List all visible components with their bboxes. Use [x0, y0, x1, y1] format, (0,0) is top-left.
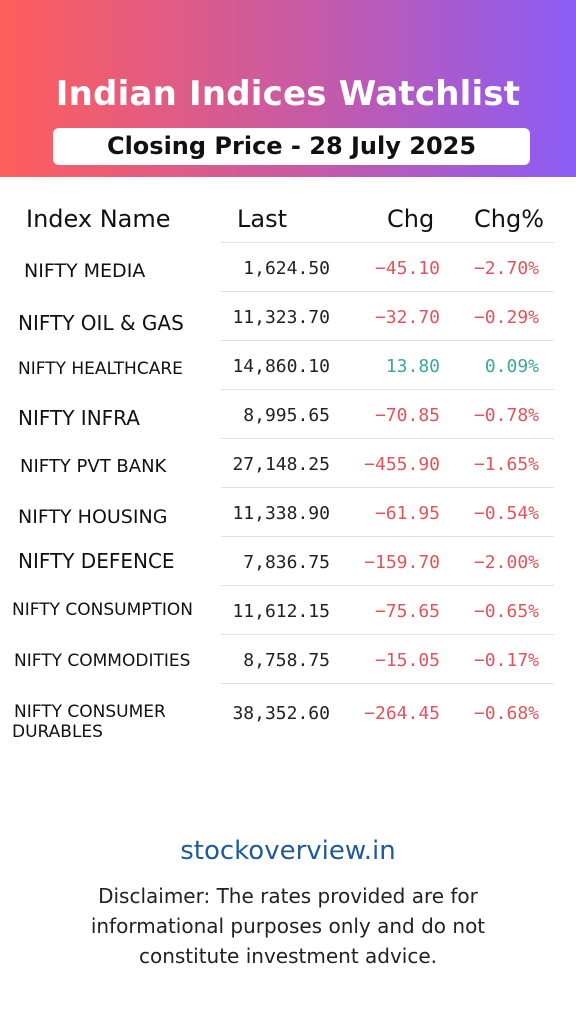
change-value: −455.90 [364, 454, 440, 475]
last-price: 11,338.90 [232, 503, 330, 524]
change-value: −264.45 [364, 703, 440, 724]
change-percent: −0.65% [473, 601, 539, 622]
table-row: NIFTY OIL & GAS 11,323.70 −32.70 −0.29% [0, 292, 576, 341]
change-value: −15.05 [374, 650, 440, 671]
column-header-chg-pct: Chg% [474, 205, 545, 233]
last-price: 11,612.15 [232, 601, 330, 622]
index-name: NIFTY INFRA [18, 406, 140, 430]
column-header-chg: Chg [387, 205, 435, 233]
index-name: NIFTY HOUSING [18, 506, 168, 528]
row-divider [221, 683, 554, 684]
row-divider [221, 634, 554, 635]
last-price: 27,148.25 [232, 454, 330, 475]
index-name: NIFTY OIL & GAS [18, 311, 184, 335]
change-value: −32.70 [374, 307, 440, 328]
page-subtitle: Closing Price - 28 July 2025 [106, 132, 477, 160]
change-percent: −1.65% [473, 454, 539, 475]
change-value: −45.10 [374, 258, 440, 279]
row-divider [221, 536, 554, 537]
row-divider [221, 291, 554, 292]
column-header-index-name: Index Name [26, 205, 171, 233]
change-percent: −0.17% [473, 650, 539, 671]
page-title: Indian Indices Watchlist [55, 74, 521, 114]
index-name: NIFTY HEALTHCARE [18, 359, 183, 379]
table-row: NIFTY INFRA 8,995.65 −70.85 −0.78% [0, 390, 576, 439]
change-percent: −2.70% [473, 258, 539, 279]
last-price: 8,758.75 [243, 650, 330, 671]
disclaimer-line: constitute investment advice. [138, 944, 438, 968]
index-name: NIFTY COMMODITIES [14, 651, 191, 671]
disclaimer: Disclaimer: The rates provided are for i… [40, 881, 536, 971]
disclaimer-line: Disclaimer: The rates provided are for [98, 884, 478, 908]
last-price: 8,995.65 [243, 405, 330, 426]
last-price: 11,323.70 [232, 307, 330, 328]
change-percent: −0.54% [473, 503, 539, 524]
index-name: NIFTY MEDIA [24, 260, 146, 282]
index-name: NIFTY CONSUMPTION [12, 600, 193, 620]
website-link[interactable]: stockoverview.in [180, 836, 396, 866]
index-name: NIFTY PVT BANK [20, 456, 167, 477]
last-price: 14,860.10 [232, 356, 330, 377]
row-divider [221, 438, 554, 439]
last-price: 7,836.75 [243, 552, 330, 573]
index-name-line-1: NIFTY CONSUMER [14, 702, 166, 722]
table-row: NIFTY DEFENCE 7,836.75 −159.70 −2.00% [0, 537, 576, 586]
change-value: −70.85 [374, 405, 440, 426]
change-percent: 0.09% [484, 356, 539, 377]
table-row: NIFTY PVT BANK 27,148.25 −455.90 −1.65% [0, 439, 576, 488]
index-name-line-2: DURABLES [12, 722, 103, 742]
index-name: NIFTY DEFENCE [18, 549, 175, 573]
change-percent: −2.00% [473, 552, 539, 573]
change-value: −159.70 [364, 552, 440, 573]
change-percent: −0.68% [473, 703, 539, 724]
change-percent: −0.29% [473, 307, 539, 328]
change-value: −61.95 [374, 503, 440, 524]
row-divider [221, 340, 554, 341]
row-divider [221, 242, 554, 243]
row-divider [221, 585, 554, 586]
subtitle-box: Closing Price - 28 July 2025 [53, 128, 530, 165]
change-value: 13.80 [385, 356, 440, 377]
change-value: −75.65 [374, 601, 440, 622]
last-price: 38,352.60 [232, 703, 330, 724]
disclaimer-line: informational purposes only and do not [90, 914, 486, 938]
table-row: NIFTY COMMODITIES 8,758.75 −15.05 −0.17% [0, 635, 576, 684]
last-price: 1,624.50 [243, 258, 330, 279]
table-row: NIFTY HOUSING 11,338.90 −61.95 −0.54% [0, 488, 576, 537]
table-row: NIFTY CONSUMPTION 11,612.15 −75.65 −0.65… [0, 586, 576, 635]
row-divider [221, 487, 554, 488]
table-row: NIFTY MEDIA 1,624.50 −45.10 −2.70% [0, 243, 576, 292]
column-header-last: Last [237, 205, 287, 233]
table-row: NIFTY HEALTHCARE 14,860.10 13.80 0.09% [0, 341, 576, 390]
header-banner: Indian Indices Watchlist Closing Price -… [0, 0, 576, 177]
change-percent: −0.78% [473, 405, 539, 426]
table-row: NIFTY CONSUMER DURABLES 38,352.60 −264.4… [0, 684, 576, 741]
row-divider [221, 389, 554, 390]
